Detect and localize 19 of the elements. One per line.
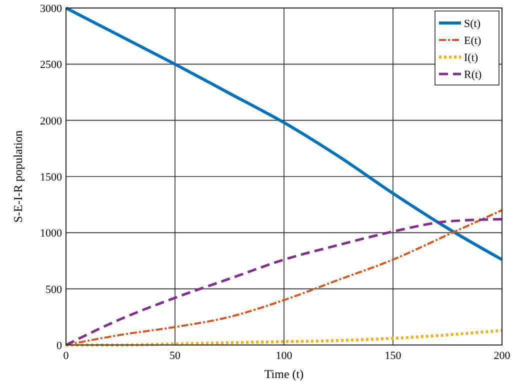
y-tick-label: 500: [46, 284, 62, 296]
y-tick-label: 0: [56, 340, 62, 352]
y-tick-label: 2500: [40, 59, 62, 72]
x-tick-label: 50: [170, 350, 181, 362]
x-tick-label: 200: [494, 350, 511, 362]
y-tick-label: 1500: [40, 172, 62, 184]
legend-label: I(t): [464, 52, 478, 64]
line-series: [64, 328, 504, 346]
x-axis-title: Time (t): [264, 367, 304, 381]
legend-label: R(t): [464, 69, 482, 81]
y-axis-title: S-E-I-R population: [11, 130, 25, 223]
x-tick-label: 150: [384, 350, 402, 362]
y-tick-label: 1000: [40, 228, 62, 240]
y-tick-label: 3000: [40, 3, 62, 15]
legend-label: E(t): [464, 35, 482, 47]
y-tick-label: 2000: [40, 115, 62, 128]
legend-label: S(t): [464, 18, 481, 30]
x-tick-label: 100: [276, 350, 293, 362]
line-series: [64, 6, 504, 262]
